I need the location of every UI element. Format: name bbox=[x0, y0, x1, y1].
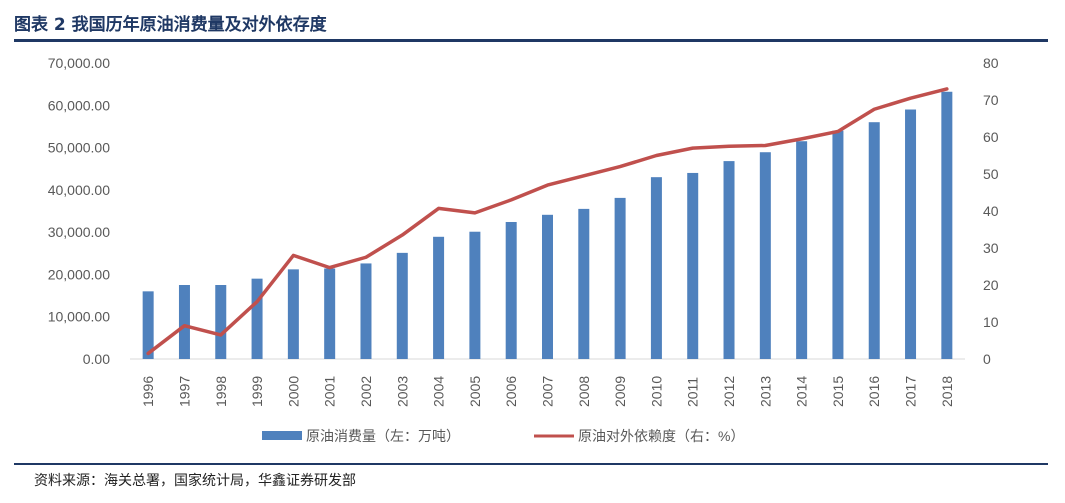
bar bbox=[178, 285, 190, 359]
x-tick-label: 2010 bbox=[648, 376, 664, 407]
x-tick-label: 2007 bbox=[540, 376, 556, 407]
x-tick-label: 2000 bbox=[285, 376, 301, 407]
left-tick-label: 50,000.00 bbox=[48, 140, 110, 156]
x-tick-label: 2016 bbox=[866, 376, 882, 407]
x-tick-label: 2004 bbox=[431, 376, 447, 407]
bar bbox=[251, 278, 263, 359]
x-tick-label: 2013 bbox=[757, 376, 773, 407]
legend-line-label: 原油对外依赖度（右：%） bbox=[578, 428, 744, 444]
title-divider bbox=[14, 39, 1048, 42]
bar bbox=[723, 161, 735, 359]
legend: 原油消费量（左：万吨） 原油对外依赖度（右：%） bbox=[262, 428, 744, 444]
legend-bar-swatch bbox=[262, 431, 302, 440]
x-tick-label: 2005 bbox=[467, 376, 483, 407]
bar bbox=[142, 291, 154, 359]
bar bbox=[578, 208, 590, 359]
right-tick-label: 20 bbox=[983, 277, 999, 293]
bar bbox=[759, 152, 771, 359]
bar bbox=[215, 285, 227, 359]
x-tick-label: 1996 bbox=[140, 376, 156, 407]
x-tick-label: 2014 bbox=[794, 376, 810, 407]
bar bbox=[433, 236, 445, 359]
x-tick-label: 2001 bbox=[322, 376, 338, 407]
bar bbox=[505, 221, 517, 359]
left-tick-label: 20,000.00 bbox=[48, 266, 110, 282]
bar bbox=[832, 130, 844, 359]
left-tick-label: 0.00 bbox=[83, 351, 110, 367]
x-tick-label: 2008 bbox=[576, 376, 592, 407]
left-tick-label: 40,000.00 bbox=[48, 182, 110, 198]
x-tick-label: 2011 bbox=[685, 377, 701, 407]
bar bbox=[796, 141, 808, 359]
x-tick-label: 2017 bbox=[903, 376, 919, 407]
source-divider bbox=[14, 463, 1048, 465]
x-tick-label: 2002 bbox=[358, 376, 374, 407]
x-tick-label: 2003 bbox=[394, 376, 410, 407]
bar bbox=[287, 269, 299, 359]
bar bbox=[469, 231, 481, 359]
right-tick-label: 40 bbox=[983, 203, 999, 219]
right-tick-label: 70 bbox=[983, 92, 999, 108]
left-tick-label: 10,000.00 bbox=[48, 309, 110, 325]
right-tick-label: 60 bbox=[983, 129, 999, 145]
left-tick-label: 60,000.00 bbox=[48, 97, 110, 113]
bar bbox=[360, 263, 372, 359]
x-tick-label: 2015 bbox=[830, 376, 846, 407]
x-tick-label: 1997 bbox=[176, 376, 192, 407]
source-note: 资料来源：海关总署，国家统计局，华鑫证券研发部 bbox=[34, 473, 356, 489]
right-tick-label: 30 bbox=[983, 240, 999, 256]
legend-bar-label: 原油消费量（左：万吨） bbox=[306, 428, 460, 444]
right-tick-label: 10 bbox=[983, 314, 999, 330]
left-axis: 0.00 10,000.00 20,000.00 30,000.00 40,000.00… bbox=[48, 55, 111, 367]
x-axis: 1996 1997 1998 1999 2000 2001 2002 2003 2004 2005… bbox=[140, 376, 955, 407]
x-tick-label: 1999 bbox=[249, 376, 265, 407]
left-tick-label: 30,000.00 bbox=[48, 224, 110, 240]
left-tick-label: 70,000.00 bbox=[48, 55, 110, 71]
x-tick-label: 1998 bbox=[213, 376, 229, 407]
bar bbox=[324, 268, 336, 359]
bar bbox=[868, 122, 880, 359]
x-tick-label: 2018 bbox=[939, 376, 955, 407]
bar bbox=[650, 177, 662, 359]
bar-series bbox=[142, 91, 953, 360]
bar bbox=[542, 214, 553, 359]
bar bbox=[614, 197, 626, 359]
x-tick-label: 2009 bbox=[612, 376, 628, 407]
bar bbox=[687, 172, 699, 359]
bar bbox=[396, 252, 408, 359]
line-series bbox=[146, 87, 949, 356]
bar bbox=[905, 109, 917, 359]
right-tick-label: 50 bbox=[983, 166, 999, 182]
x-tick-label: 2012 bbox=[721, 376, 737, 407]
right-tick-label: 80 bbox=[983, 55, 999, 71]
x-tick-label: 2006 bbox=[503, 376, 519, 407]
right-axis: 0 10 20 30 40 50 60 70 80 bbox=[983, 55, 999, 367]
chart: 0.00 10,000.00 20,000.00 30,000.00 40,000.00… bbox=[48, 55, 999, 444]
right-tick-label: 0 bbox=[983, 351, 991, 367]
chart-title: 图表 2 我国历年原油消费量及对外依存度 bbox=[14, 15, 327, 35]
bar bbox=[941, 91, 953, 360]
